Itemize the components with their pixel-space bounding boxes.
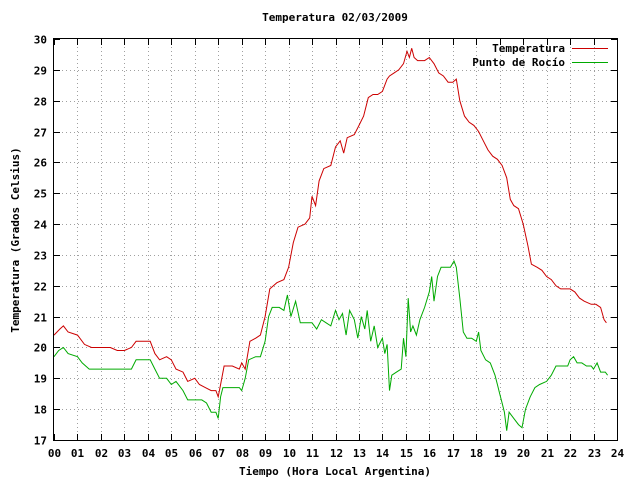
y-tick-label: 25 bbox=[34, 188, 47, 201]
y-tick-label: 24 bbox=[34, 219, 48, 232]
x-tick-label: 21 bbox=[541, 447, 555, 460]
x-tick-label: 16 bbox=[423, 447, 437, 460]
y-tick-label: 17 bbox=[34, 435, 47, 448]
x-tick-label: 23 bbox=[588, 447, 601, 460]
x-tick-label: 14 bbox=[376, 447, 390, 460]
y-tick-label: 27 bbox=[34, 127, 47, 140]
x-tick-label: 07 bbox=[212, 447, 225, 460]
series-line-0 bbox=[53, 48, 607, 399]
axis-ticks: 17 18 19 20 21 22 23 24 25 26 27 28 29 30 00 01 02 03 04 05… bbox=[34, 34, 625, 461]
legend-label-0: Temperatura bbox=[492, 42, 565, 55]
x-tick-label: 04 bbox=[142, 447, 156, 460]
y-tick-label: 30 bbox=[34, 34, 47, 47]
chart-title: Temperatura 02/03/2009 bbox=[262, 11, 408, 24]
x-tick-label: 17 bbox=[447, 447, 460, 460]
x-tick-label: 19 bbox=[494, 447, 507, 460]
x-tick-label: 00 bbox=[48, 447, 61, 460]
series-line-1 bbox=[53, 259, 609, 431]
y-tick-label: 23 bbox=[34, 250, 47, 263]
x-tick-label: 22 bbox=[564, 447, 577, 460]
x-tick-label: 02 bbox=[95, 447, 108, 460]
y-tick-label: 19 bbox=[34, 373, 47, 386]
x-tick-label: 11 bbox=[306, 447, 320, 460]
x-tick-label: 10 bbox=[283, 447, 296, 460]
y-tick-label: 21 bbox=[34, 312, 48, 325]
y-tick-label: 18 bbox=[34, 404, 47, 417]
x-tick-label: 01 bbox=[71, 447, 85, 460]
x-tick-label: 09 bbox=[259, 447, 272, 460]
x-tick-label: 06 bbox=[189, 447, 203, 460]
x-tick-label: 24 bbox=[611, 447, 625, 460]
x-tick-label: 08 bbox=[236, 447, 249, 460]
data-series bbox=[53, 48, 609, 431]
x-axis-label: Tiempo (Hora Local Argentina) bbox=[239, 465, 431, 478]
y-tick-label: 29 bbox=[34, 65, 47, 78]
legend-label-1: Punto de Rocío bbox=[472, 56, 565, 69]
x-tick-label: 12 bbox=[330, 447, 343, 460]
plot-frame bbox=[53, 38, 618, 441]
y-tick-label: 20 bbox=[34, 342, 47, 355]
x-tick-label: 13 bbox=[353, 447, 366, 460]
y-tick-label: 26 bbox=[34, 157, 48, 170]
x-tick-label: 20 bbox=[517, 447, 530, 460]
y-axis-label: Temperatura (Grados Celsius) bbox=[9, 147, 22, 332]
y-tick-label: 28 bbox=[34, 96, 47, 109]
grid-lines bbox=[54, 39, 617, 440]
x-tick-label: 15 bbox=[400, 447, 413, 460]
x-tick-label: 03 bbox=[118, 447, 131, 460]
y-tick-label: 22 bbox=[34, 281, 47, 294]
x-tick-label: 05 bbox=[165, 447, 178, 460]
x-tick-label: 18 bbox=[470, 447, 483, 460]
